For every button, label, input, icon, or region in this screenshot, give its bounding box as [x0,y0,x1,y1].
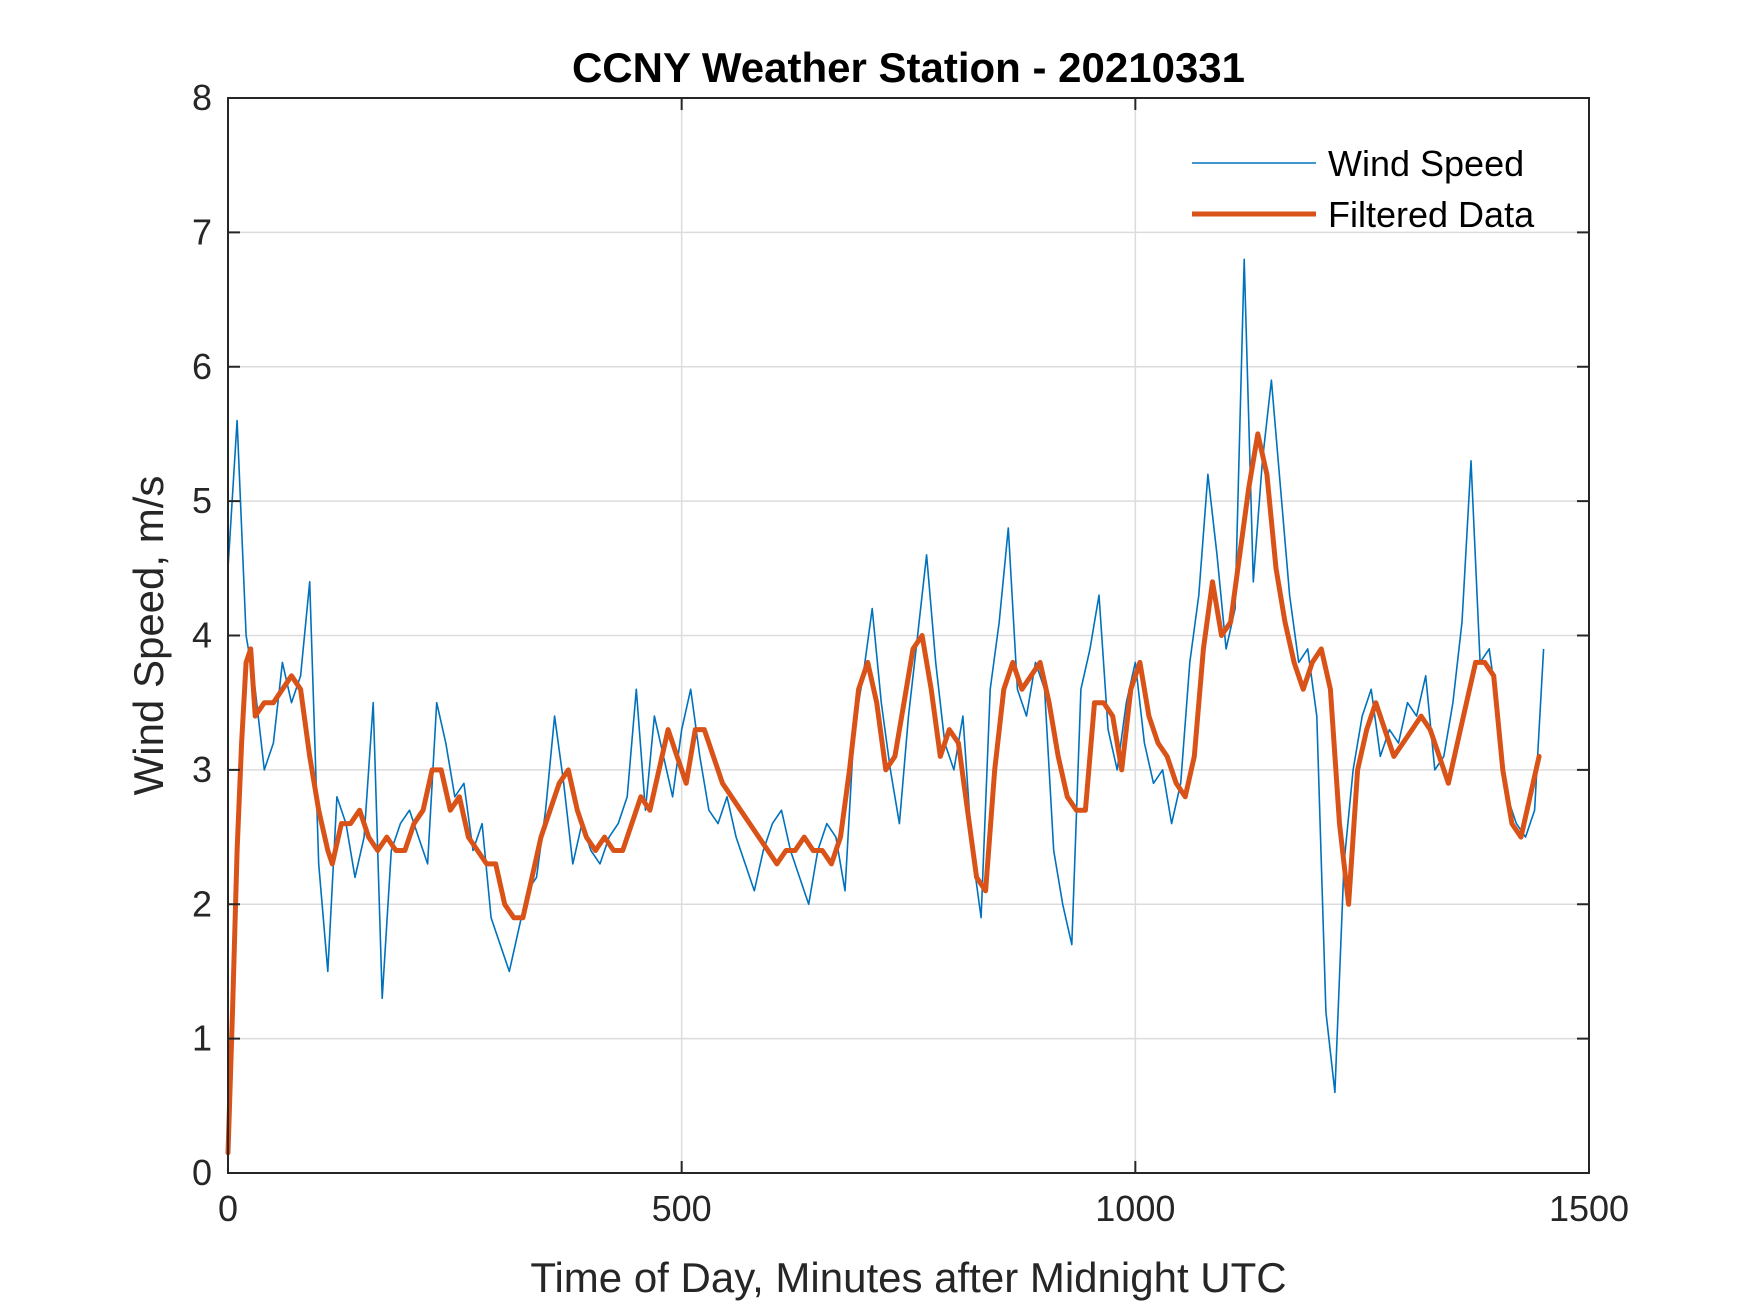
series-line-filtered-data [225,431,1542,1156]
legend-label-wind-speed: Wind Speed [1328,143,1524,184]
x-tick-label: 1000 [1095,1188,1175,1229]
y-tick-label: 6 [192,346,212,387]
x-axis-title: Time of Day, Minutes after Midnight UTC [530,1254,1286,1301]
x-tick-label: 500 [652,1188,712,1229]
data-series [225,258,1545,1156]
legend-label-filtered-data: Filtered Data [1328,194,1535,235]
y-tick-label: 0 [192,1152,212,1193]
y-axis-title: Wind Speed, m/s [125,476,172,796]
x-tick-label: 0 [218,1188,238,1229]
y-tick-label: 4 [192,615,212,656]
y-tick-label: 3 [192,749,212,790]
y-tick-label: 7 [192,211,212,252]
legend: Wind Speed Filtered Data [1192,143,1535,235]
y-tick-label: 1 [192,1018,212,1059]
axis-ticks: 0 500 1000 1500 0 1 2 3 4 5 6 7 8 [192,77,1629,1229]
series-line-wind-speed [227,258,1545,1094]
y-tick-label: 8 [192,77,212,118]
y-tick-label: 2 [192,883,212,924]
chart-title: CCNY Weather Station - 20210331 [572,44,1245,91]
x-tick-label: 1500 [1549,1188,1629,1229]
y-tick-label: 5 [192,480,212,521]
